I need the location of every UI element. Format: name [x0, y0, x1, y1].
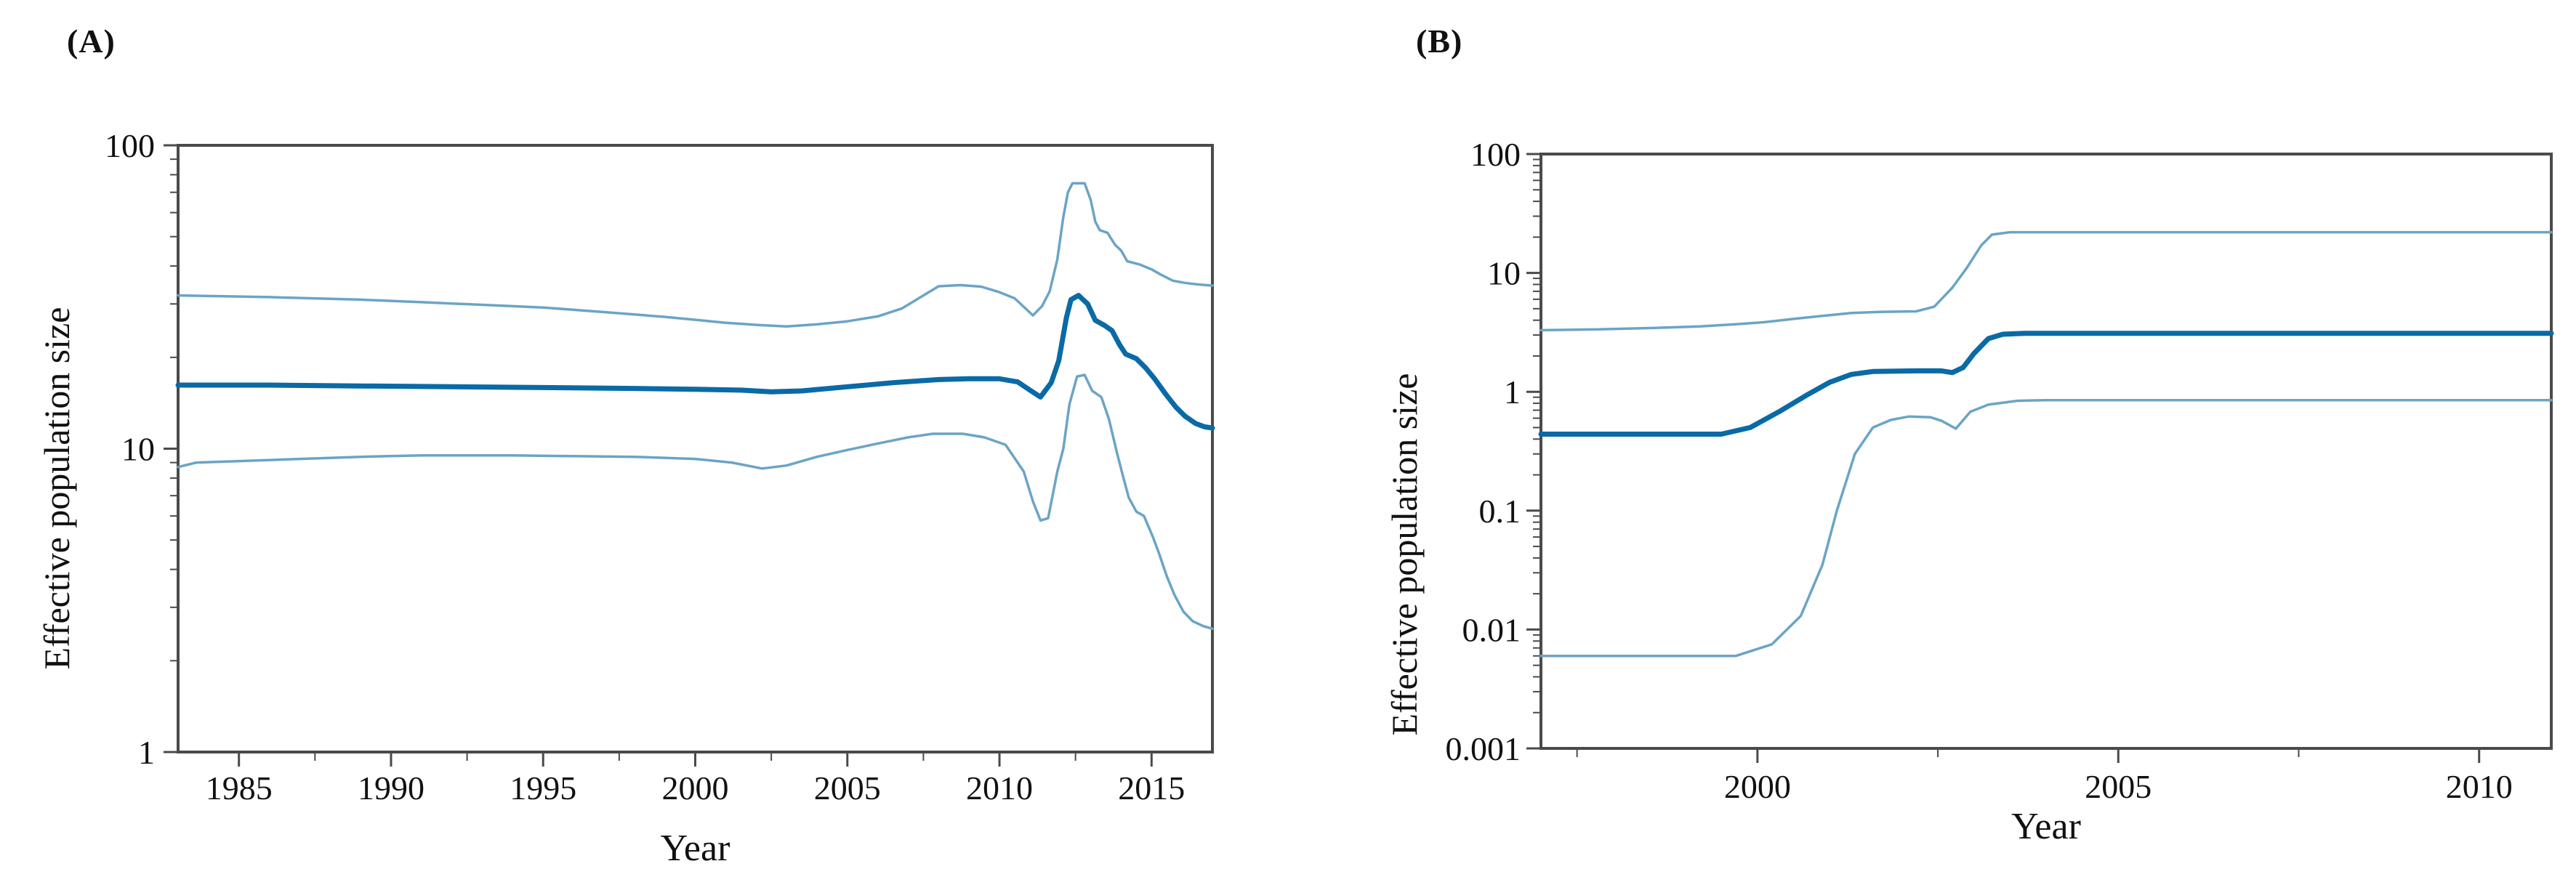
panel-b-y-tick-label: 0.001 — [1446, 730, 1521, 767]
panel-b-upper-95-HPD-line — [1539, 230, 2553, 332]
panel-b-label: (B) — [1416, 23, 1463, 60]
panel-b-y-tick-label: 0.01 — [1462, 611, 1521, 648]
panel-a-x-tick-label: 2015 — [1118, 769, 1185, 807]
panel-b-y-tick-label: 0.1 — [1479, 493, 1521, 530]
panel-a-x-tick-label: 2010 — [966, 769, 1033, 807]
panel-b-axis-box — [1539, 153, 2553, 750]
panel-b-y-tick-label: 1 — [1504, 373, 1521, 411]
panel-a-axis-box — [177, 144, 1214, 753]
panel-a-x-tick-label: 2000 — [662, 769, 729, 807]
panel-a-y-tick-label: 10 — [121, 431, 155, 468]
panel-b-x-tick-label: 2005 — [2085, 768, 2152, 805]
panel-a-lower-95-HPD-line — [177, 373, 1214, 631]
panel-b-y-tick-label: 100 — [1470, 136, 1521, 173]
panel-a-label: (A) — [67, 23, 116, 60]
panel-a-x-tick-label: 1990 — [358, 769, 424, 807]
panel-a-y-tick-label: 1 — [138, 734, 155, 771]
panel-b-x-tick-label: 2010 — [2446, 768, 2513, 805]
panel-a-x-tick-label: 1995 — [510, 769, 576, 807]
panel-b-x-tick-label: 2000 — [1724, 768, 1791, 805]
panel-b-x-axis-title: Year — [2011, 806, 2081, 847]
panel-b-y-axis-title: Effective population size — [1384, 373, 1425, 736]
panel-a-upper-95-HPD-line — [177, 182, 1214, 328]
panel-a-x-tick-label: 2005 — [814, 769, 881, 807]
panel-a-x-tick-label: 1985 — [206, 769, 273, 807]
panel-a-y-axis-title: Effective population size — [36, 307, 77, 670]
panel-a-x-axis-title: Year — [660, 828, 730, 869]
panel-b-y-tick-label: 10 — [1487, 255, 1521, 292]
panel-b-lower-95-HPD-line — [1539, 398, 2553, 658]
panel-b-median-line — [1538, 331, 2554, 437]
panel-a-y-tick-label: 100 — [105, 127, 155, 164]
panel-a-median-line — [175, 293, 1215, 431]
